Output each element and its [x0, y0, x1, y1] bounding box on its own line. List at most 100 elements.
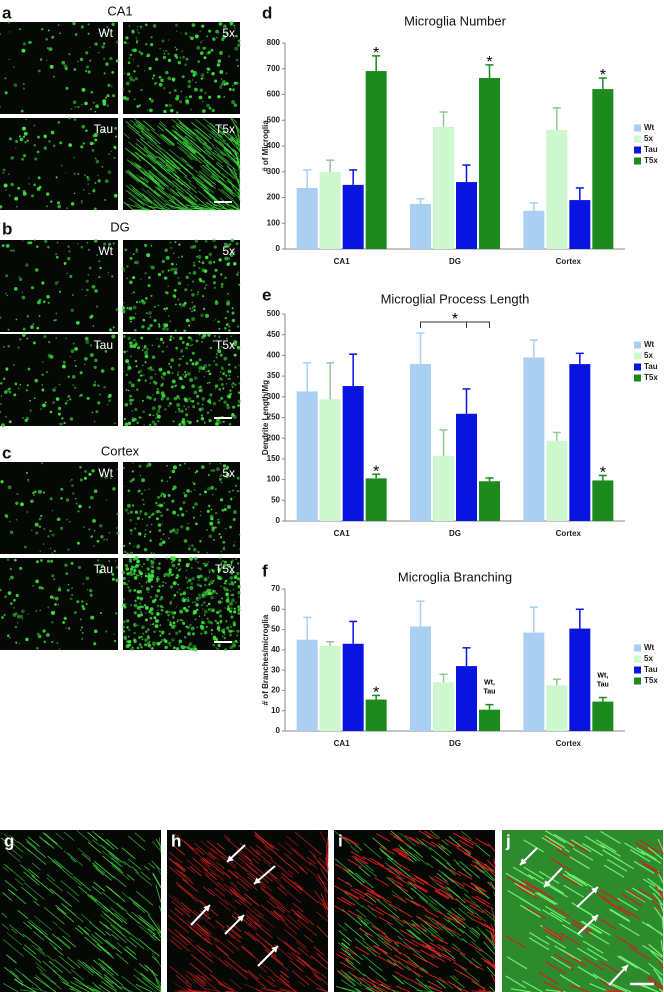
cell — [32, 491, 35, 495]
cell — [156, 338, 158, 340]
cell — [67, 627, 71, 630]
fiber — [410, 846, 424, 858]
fiber — [622, 893, 643, 907]
cell — [194, 618, 197, 621]
cell — [183, 329, 187, 333]
cell — [179, 557, 181, 559]
cell — [155, 417, 157, 420]
cell — [7, 485, 12, 490]
cell — [203, 630, 208, 635]
cell — [178, 463, 182, 467]
fiber — [335, 986, 356, 992]
cell — [161, 270, 165, 274]
fiber — [232, 859, 248, 872]
cell — [51, 574, 55, 578]
cell — [211, 528, 215, 532]
fiber — [360, 883, 375, 893]
fiber — [454, 968, 469, 978]
fiber — [27, 848, 47, 865]
fiber — [409, 881, 424, 891]
image-label: T5x — [215, 122, 235, 136]
cell — [224, 648, 228, 652]
fiber — [421, 838, 437, 848]
cell — [24, 141, 27, 144]
cell — [57, 517, 61, 522]
fiber — [235, 161, 241, 168]
cell — [210, 595, 214, 600]
fiber — [516, 885, 538, 900]
cell — [140, 645, 144, 649]
legend-swatch — [634, 655, 641, 663]
fiber — [267, 979, 277, 988]
cell — [188, 35, 191, 38]
cell — [228, 377, 231, 380]
fiber — [340, 942, 349, 950]
cell — [189, 344, 192, 347]
cell — [33, 124, 36, 127]
cell — [99, 524, 103, 528]
cell — [230, 607, 233, 610]
cell — [13, 66, 15, 68]
cell — [185, 318, 190, 323]
cell — [127, 365, 132, 370]
fiber — [42, 832, 63, 850]
cell — [183, 462, 186, 465]
fiber — [104, 976, 113, 985]
fiber — [484, 960, 496, 969]
cell — [92, 325, 95, 327]
cell — [196, 402, 200, 405]
cell — [18, 275, 21, 278]
cell — [187, 522, 190, 525]
cell — [35, 646, 39, 650]
fiber — [195, 179, 209, 191]
fiber — [211, 130, 218, 136]
fiber — [295, 940, 310, 953]
cell — [126, 265, 129, 268]
fiber — [34, 976, 57, 992]
cell — [225, 72, 228, 75]
cell — [91, 411, 94, 414]
cell — [37, 176, 41, 180]
fiber — [286, 835, 299, 846]
cell — [192, 73, 196, 77]
fiber — [281, 876, 302, 894]
fiber — [135, 121, 145, 130]
cell — [192, 384, 194, 387]
cell — [222, 628, 226, 631]
cell — [233, 353, 237, 357]
fiber — [23, 882, 45, 900]
cell — [156, 82, 158, 84]
cell — [148, 515, 151, 519]
fiber — [279, 974, 290, 984]
cell — [172, 581, 177, 586]
fiber — [229, 882, 240, 891]
cell — [151, 512, 155, 516]
fiber — [506, 956, 528, 970]
cell — [22, 189, 26, 194]
cell — [127, 503, 131, 508]
cell — [57, 406, 62, 411]
cell — [134, 407, 138, 412]
fiber — [137, 124, 161, 145]
fiber — [131, 866, 138, 872]
image-label: T5x — [215, 562, 235, 576]
y-tick-label: 300 — [267, 167, 281, 176]
cell — [44, 239, 48, 244]
cell — [133, 603, 138, 608]
cell — [129, 280, 133, 285]
panel-letter: f — [262, 561, 268, 580]
cell — [185, 373, 188, 376]
cell — [178, 559, 182, 563]
arrow-head — [203, 905, 210, 912]
fiber — [445, 886, 467, 904]
cell — [199, 514, 202, 517]
cell — [136, 596, 140, 600]
fiber — [341, 987, 360, 992]
cell — [150, 294, 153, 298]
cell — [142, 632, 145, 635]
image-label: Tau — [94, 122, 113, 136]
cell — [156, 390, 160, 395]
fiber — [395, 949, 410, 959]
cell — [188, 605, 191, 608]
fiber — [217, 188, 241, 208]
